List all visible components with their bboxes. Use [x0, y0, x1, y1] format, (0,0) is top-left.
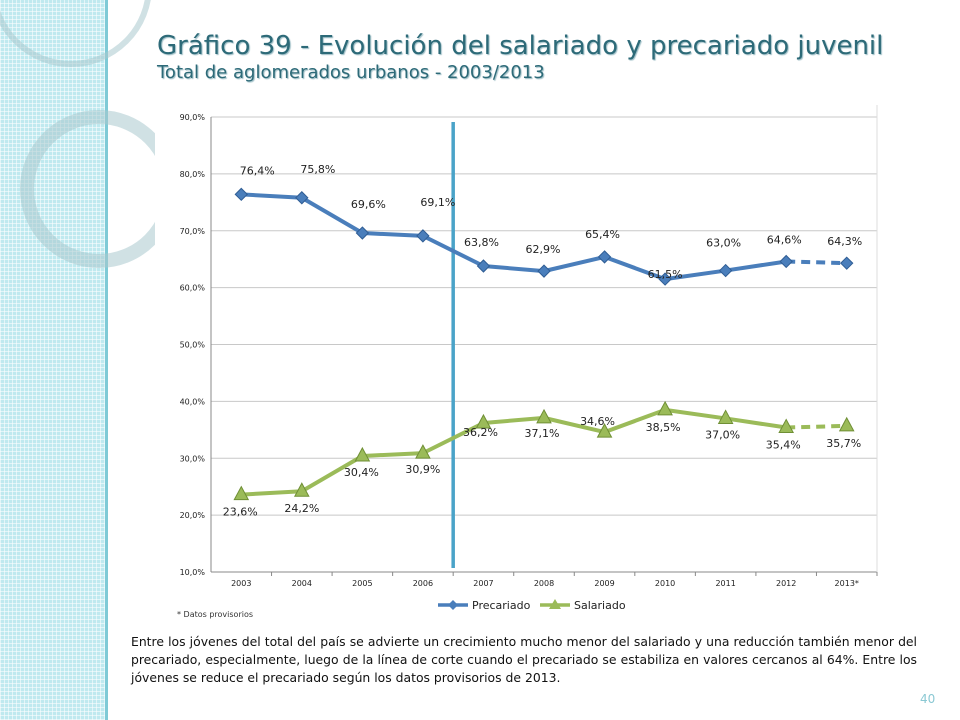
data-labels: 76,4% 75,8% 69,6% 69,1% 63,8% 62,9% 65,4% 61,5%… [223, 163, 862, 519]
salariado-data-label: 30,4% [344, 466, 379, 479]
salariado-point [293, 482, 310, 497]
series-line-salariado-provisional [786, 423, 847, 430]
precariado-data-label: 64,3% [827, 235, 862, 248]
salariado-point [354, 446, 371, 462]
salariado-data-label: 24,2% [284, 502, 319, 515]
precariado-point [537, 264, 551, 278]
salariado-data-label: 23,6% [223, 506, 258, 519]
x-tick-label: 2010 [655, 579, 675, 588]
legend-marker-diamond [448, 600, 458, 610]
y-tick-label: 60,0% [180, 284, 206, 293]
footnote: * Datos provisorios [177, 610, 253, 619]
salariado-point [415, 444, 431, 459]
precariado-data-label: 65,4% [585, 228, 620, 241]
x-tick-label: 2009 [594, 579, 614, 588]
salariado-data-label: 35,7% [826, 437, 861, 450]
precariado-point [718, 263, 733, 278]
y-tick-label: 10,0% [180, 568, 206, 577]
precariado-data-label: 69,1% [420, 196, 455, 209]
precariado-data-label: 63,8% [464, 236, 499, 249]
precariado-point [355, 226, 370, 240]
page-number: 40 [920, 692, 936, 706]
salariado-point [596, 423, 613, 438]
y-tick-label: 20,0% [180, 511, 206, 520]
slide-title: Gráfico 39 - Evolución del salariado y p… [157, 31, 884, 61]
y-tick-label: 70,0% [180, 227, 206, 236]
precariado-point [840, 256, 854, 270]
salariado-point [778, 418, 795, 434]
series-markers [233, 187, 855, 501]
x-tick-label: 2004 [292, 579, 312, 588]
precariado-point [779, 254, 793, 269]
precariado-data-label: 61,5% [648, 268, 683, 281]
precariado-point [295, 191, 309, 205]
legend-marker-triangle [549, 599, 561, 609]
precariado-point [597, 250, 612, 264]
x-tick-label: 2011 [715, 579, 735, 588]
x-tick-label: 2006 [413, 579, 433, 588]
salariado-point [838, 416, 855, 432]
x-tick-label: 2007 [473, 579, 493, 588]
x-tick-label: 2012 [776, 579, 796, 588]
legend: Precariado Salariado [438, 599, 626, 612]
series-line-precariado [241, 192, 787, 282]
side-band-edge [105, 0, 108, 720]
y-tick-label: 80,0% [180, 170, 206, 179]
explanatory-paragraph: Entre los jóvenes del total del país se … [131, 634, 917, 685]
slide-subtitle: Total de aglomerados urbanos - 2003/2013 [157, 62, 545, 83]
y-tick-label: 40,0% [180, 397, 206, 406]
y-tick-label: 50,0% [180, 341, 206, 350]
salariado-data-label: 38,5% [646, 421, 681, 434]
salariado-point [475, 413, 492, 429]
salariado-data-label: 36,2% [463, 426, 498, 439]
precariado-data-label: 64,6% [767, 233, 802, 246]
salariado-data-label: 35,4% [766, 439, 801, 452]
y-tick-label: 30,0% [180, 454, 206, 463]
precariado-point [416, 229, 430, 243]
line-chart: 10,0% 20,0% 30,0% 40,0% 50,0% 60,0% 70,0% 80,0%… [155, 100, 890, 625]
x-tick-label: 2005 [352, 579, 372, 588]
precariado-data-label: 62,9% [526, 243, 561, 256]
decorative-side-band [0, 0, 108, 720]
y-tick-label: 90,0% [180, 113, 206, 122]
precariado-point [658, 272, 672, 286]
series-lines [241, 192, 847, 497]
salariado-point [536, 408, 552, 424]
salariado-data-label: 30,9% [405, 463, 440, 476]
precariado-data-label: 76,4% [240, 164, 275, 177]
salariado-point [233, 485, 250, 501]
precariado-data-label: 75,8% [300, 163, 335, 176]
axes: 10,0% 20,0% 30,0% 40,0% 50,0% 60,0% 70,0% 80,0%… [180, 105, 878, 588]
chart-background [155, 100, 890, 625]
precariado-point [476, 259, 491, 273]
salariado-data-label: 37,0% [705, 428, 740, 441]
salariado-data-label: 37,1% [525, 427, 560, 440]
precariado-data-label: 69,6% [351, 198, 386, 211]
x-tick-label: 2003 [231, 579, 251, 588]
series-line-salariado [241, 407, 787, 497]
title-block: Gráfico 39 - Evolución del salariado y p… [157, 30, 947, 84]
series-line-precariado-provisional [786, 259, 847, 266]
salariado-point [657, 400, 673, 416]
x-tick-label: 2013* [835, 579, 859, 588]
grid-lines [211, 116, 877, 573]
precariado-point [234, 187, 248, 202]
salariado-point [717, 409, 734, 424]
x-tick-label: 2008 [534, 579, 554, 588]
precariado-data-label: 63,0% [706, 237, 741, 250]
legend-label-salariado: Salariado [574, 599, 626, 612]
salariado-data-label: 34,6% [580, 415, 615, 428]
legend-label-precariado: Precariado [472, 599, 531, 612]
